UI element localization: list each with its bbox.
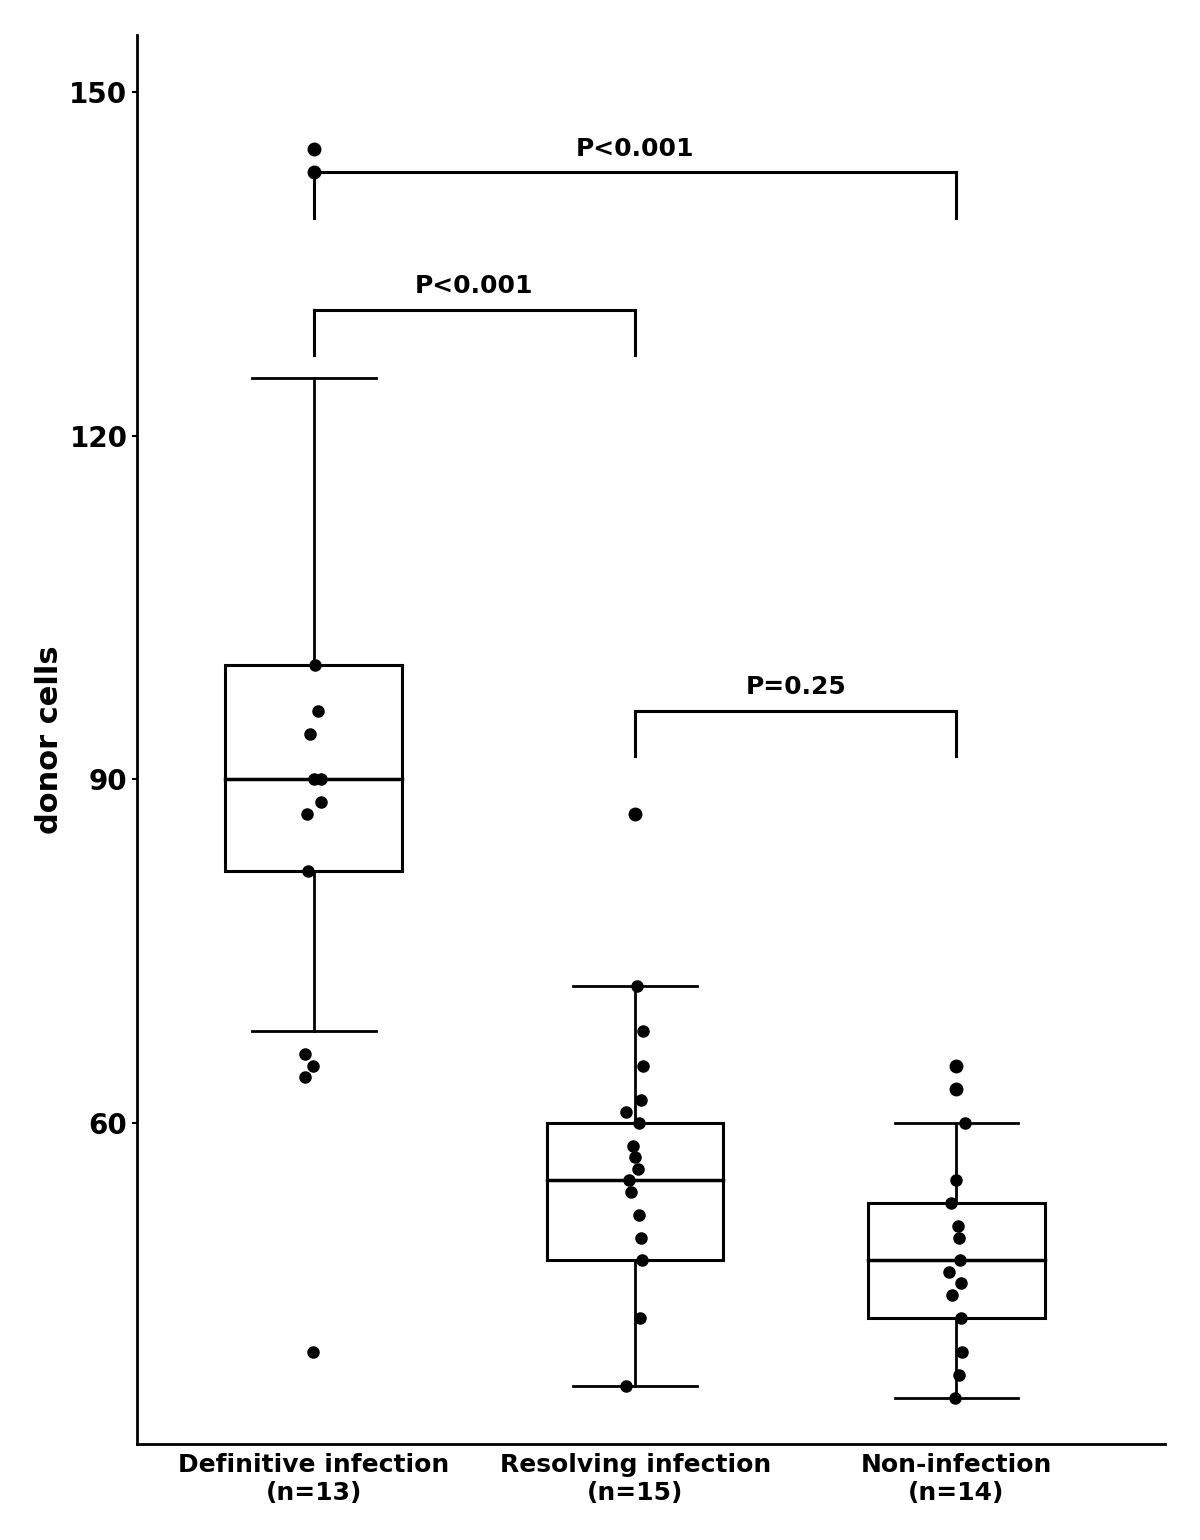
FancyBboxPatch shape — [868, 1203, 1045, 1318]
FancyBboxPatch shape — [547, 1123, 724, 1260]
Text: P<0.001: P<0.001 — [576, 137, 695, 160]
Text: P=0.25: P=0.25 — [745, 675, 846, 699]
Y-axis label: donor cells: donor cells — [35, 645, 64, 833]
Text: P<0.001: P<0.001 — [415, 274, 534, 299]
FancyBboxPatch shape — [226, 665, 402, 872]
